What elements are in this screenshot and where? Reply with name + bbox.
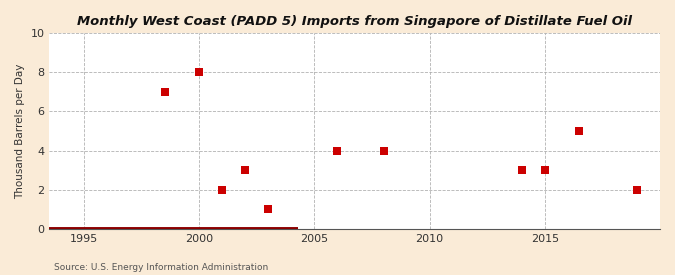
Point [217,187,227,192]
Point [159,90,170,94]
Point [632,187,643,192]
Text: Source: U.S. Energy Information Administration: Source: U.S. Energy Information Administ… [54,263,268,272]
Point [539,168,550,172]
Point [240,168,250,172]
Y-axis label: Thousand Barrels per Day: Thousand Barrels per Day [15,63,25,199]
Point [263,207,273,211]
Point [516,168,527,172]
Point [574,129,585,133]
Point [378,148,389,153]
Point [194,70,205,75]
Point [332,148,343,153]
Title: Monthly West Coast (PADD 5) Imports from Singapore of Distillate Fuel Oil: Monthly West Coast (PADD 5) Imports from… [77,15,632,28]
